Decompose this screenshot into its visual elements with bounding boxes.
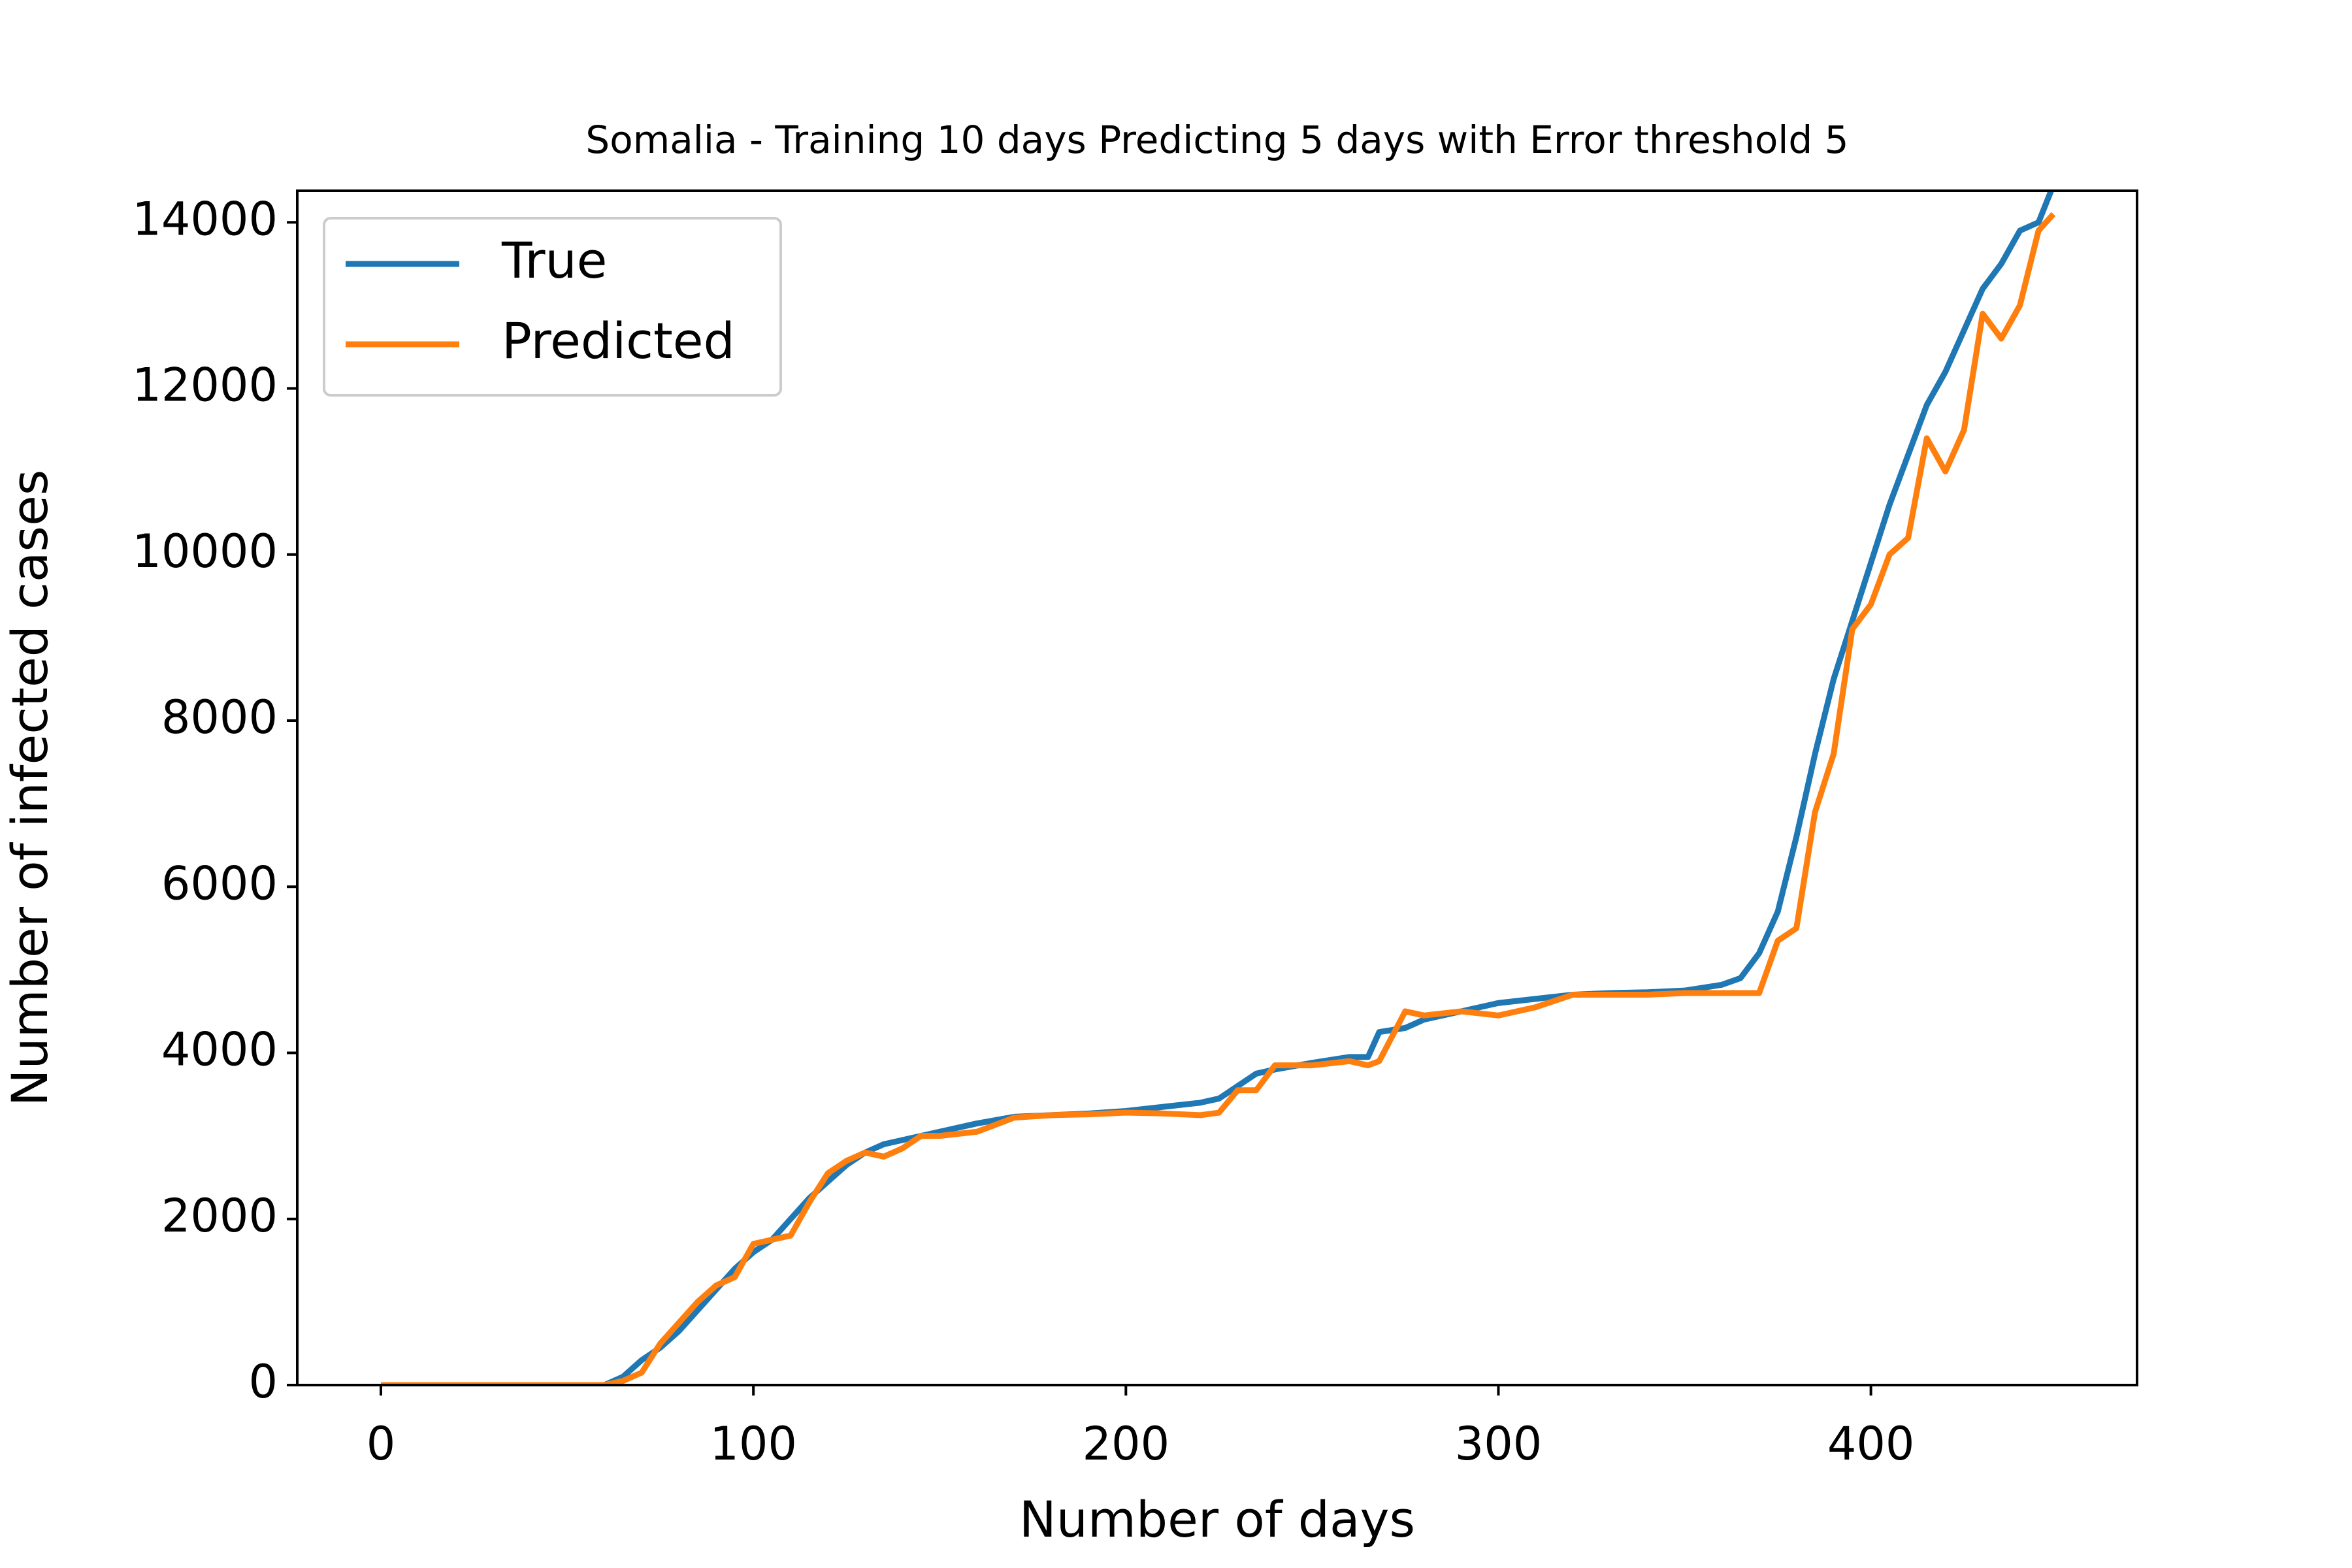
plot-area (381, 191, 2056, 1385)
chart-title: Somalia - Training 10 days Predicting 5 … (585, 118, 1848, 162)
y-tick-label: 4000 (161, 1023, 278, 1077)
x-tick-label: 100 (710, 1417, 797, 1471)
x-tick-label: 300 (1455, 1417, 1543, 1471)
x-axis-label: Number of days (1019, 1490, 1415, 1548)
y-tick-label: 8000 (161, 691, 278, 744)
x-tick-label: 400 (1827, 1417, 1915, 1471)
series-line (381, 212, 2056, 1385)
legend: True Predicted (323, 217, 782, 397)
y-tick-label: 2000 (161, 1189, 278, 1243)
y-tick-label: 14000 (132, 192, 278, 246)
y-tick-label: 12000 (132, 359, 278, 412)
y-tick-label: 6000 (161, 857, 278, 910)
axes-frame (296, 189, 2138, 1386)
y-tick-label: 0 (248, 1355, 278, 1409)
legend-label: Predicted (502, 312, 735, 370)
x-tick-label: 0 (367, 1417, 396, 1471)
y-axis-label: Number of infected cases (1, 470, 59, 1107)
y-tick-label: 10000 (132, 525, 278, 578)
legend-label: True (501, 231, 607, 289)
x-tick-label: 200 (1083, 1417, 1170, 1471)
